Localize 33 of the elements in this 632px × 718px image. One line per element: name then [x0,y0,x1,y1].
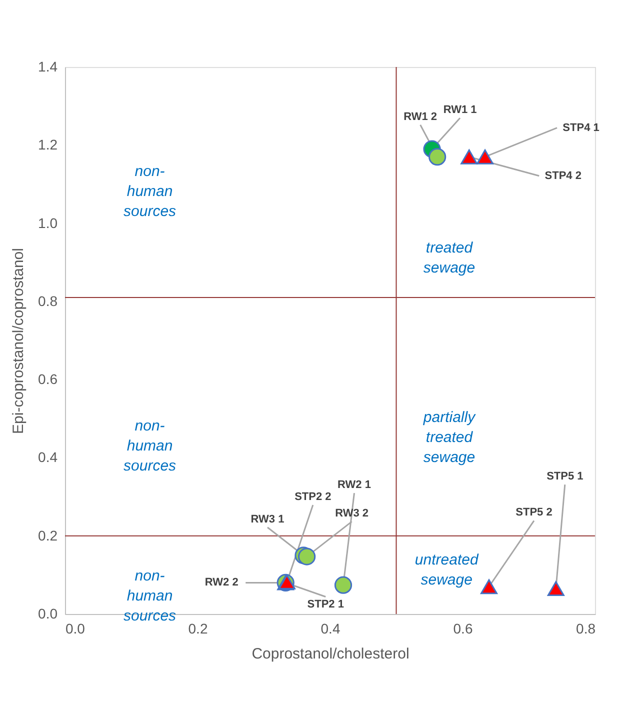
annotation: treated sewage [423,240,476,277]
y-tick-label: 0.6 [38,371,58,388]
data-label: STP2 2 [294,490,332,503]
data-label: RW3 2 [335,508,369,520]
annotation: untreated sewage [414,551,479,588]
x-axis-title: Coprostanol/cholesterol [252,646,410,662]
annotation: non-human sources [124,162,177,220]
y-axis-title: Epi-coprostanol/coprostanol [10,248,28,434]
annotation: non-human sources [124,417,177,474]
data-label: STP5 2 [516,506,552,519]
data-label: STP5 1 [546,470,584,483]
data-label: RW2 1 [338,479,371,492]
data-label: RW1 1 [443,104,477,116]
data-label: STP4 1 [562,122,600,134]
data-label: STP2 1 [307,598,344,611]
x-tick-label: 0.2 [188,620,208,636]
y-tick-label: 0.8 [38,292,58,309]
y-tick-label: 1.2 [38,136,58,153]
x-tick-label: 0.4 [320,620,340,636]
y-tick-label: 1.0 [38,214,58,231]
data-label: RW1 2 [404,110,438,123]
y-tick-label: 1.4 [38,58,58,74]
data-label: STP4 2 [544,170,582,182]
data-label: RW3 1 [250,513,284,526]
y-tick-label: 0.2 [38,527,58,544]
annotation: non-human sources [124,568,177,625]
x-tick-label: 0.6 [453,620,473,636]
annotation: partially treated sewage [422,409,477,466]
y-tick-label: 0.0 [38,606,58,622]
y-tick-label: 0.4 [38,449,58,466]
data-label: RW2 2 [204,576,238,589]
x-tick-label: 0.0 [66,620,86,636]
x-tick-label: 0.8 [576,620,596,636]
